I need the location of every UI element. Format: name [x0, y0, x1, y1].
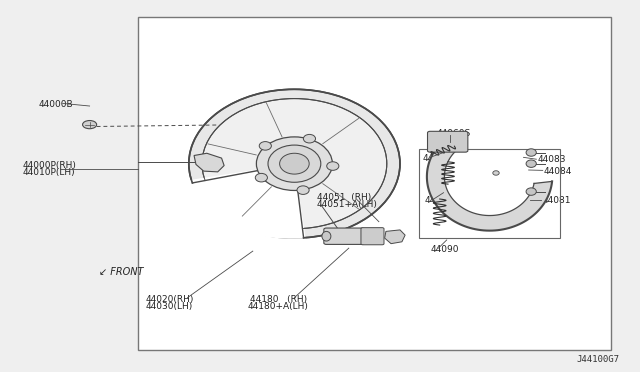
- Polygon shape: [385, 230, 405, 244]
- Text: ↙ FRONT: ↙ FRONT: [99, 267, 144, 276]
- FancyBboxPatch shape: [324, 228, 364, 244]
- FancyBboxPatch shape: [428, 131, 468, 152]
- Text: 44084: 44084: [544, 167, 572, 176]
- Ellipse shape: [280, 153, 309, 174]
- Text: 44020(RH): 44020(RH): [145, 295, 194, 304]
- Ellipse shape: [189, 89, 400, 238]
- FancyBboxPatch shape: [361, 228, 384, 245]
- Polygon shape: [427, 132, 552, 231]
- Text: 44000P(RH): 44000P(RH): [22, 161, 76, 170]
- Text: 44060S: 44060S: [436, 129, 471, 138]
- Ellipse shape: [303, 134, 316, 143]
- Text: 44051  (RH): 44051 (RH): [317, 193, 371, 202]
- Ellipse shape: [493, 171, 499, 175]
- Text: 44081: 44081: [543, 196, 572, 205]
- Ellipse shape: [83, 121, 97, 129]
- Ellipse shape: [255, 173, 268, 182]
- Bar: [419, 149, 560, 238]
- Ellipse shape: [259, 142, 271, 150]
- Ellipse shape: [526, 149, 536, 156]
- Ellipse shape: [257, 137, 332, 190]
- Text: 44030(LH): 44030(LH): [146, 302, 193, 311]
- Text: J44100G7: J44100G7: [577, 355, 620, 364]
- Polygon shape: [194, 153, 224, 172]
- Ellipse shape: [202, 99, 387, 229]
- Text: 44090: 44090: [430, 245, 459, 254]
- Text: 44180   (RH): 44180 (RH): [250, 295, 307, 304]
- Text: 44091: 44091: [424, 196, 453, 205]
- Bar: [138, 17, 611, 350]
- Text: 44000B: 44000B: [38, 100, 73, 109]
- Text: 44051+A(LH): 44051+A(LH): [317, 200, 378, 209]
- Text: 44180+A(LH): 44180+A(LH): [248, 302, 309, 311]
- Ellipse shape: [268, 145, 321, 182]
- Ellipse shape: [297, 186, 309, 195]
- Ellipse shape: [322, 231, 331, 241]
- Ellipse shape: [526, 188, 536, 195]
- Text: 44010P(LH): 44010P(LH): [22, 169, 75, 177]
- Text: 44200: 44200: [422, 154, 451, 163]
- Ellipse shape: [526, 160, 536, 167]
- Wedge shape: [170, 164, 306, 239]
- Ellipse shape: [327, 162, 339, 170]
- Text: 44083: 44083: [538, 155, 566, 164]
